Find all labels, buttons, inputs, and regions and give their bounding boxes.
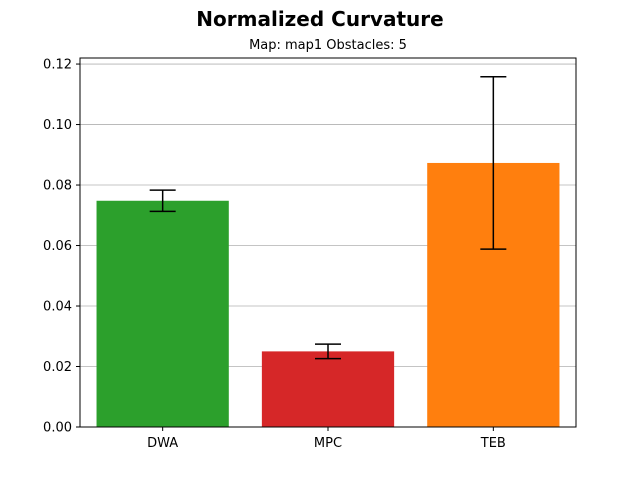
x-axis: DWA MPC TEB [147, 427, 506, 451]
chart-subtitle: Map: map1 Obstacles: 5 [249, 38, 407, 53]
y-tick-label: 0.04 [43, 300, 72, 315]
y-tick-label: 0.10 [43, 118, 72, 133]
y-tick-label: 0.08 [43, 179, 72, 194]
y-axis: 0.00 0.02 0.04 0.06 0.08 0.10 0.12 [43, 58, 80, 436]
bar-mpc [261, 351, 395, 427]
y-tick-label: 0.00 [43, 421, 72, 436]
x-tick-label: DWA [147, 436, 178, 451]
bars [96, 162, 560, 427]
x-tick-label: MPC [314, 436, 342, 451]
y-tick-label: 0.12 [43, 58, 72, 73]
y-tick-label: 0.02 [43, 360, 72, 375]
bar-dwa [96, 200, 229, 427]
chart-title: Normalized Curvature [196, 7, 443, 31]
x-tick-label: TEB [480, 436, 506, 451]
y-tick-label: 0.06 [43, 239, 72, 254]
error-bars [149, 76, 507, 360]
